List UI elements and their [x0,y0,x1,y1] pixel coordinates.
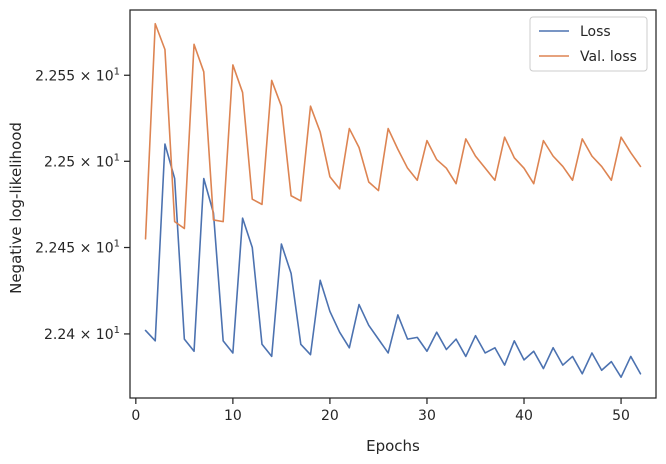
x-tick-label: 40 [515,408,533,424]
x-tick-label: 30 [418,408,436,424]
legend: Loss Val. loss [529,16,648,72]
x-tick-label: 20 [321,408,339,424]
x-tick-label: 10 [224,408,242,424]
y-axis-label: Negative log-likelihood [7,122,25,294]
x-axis-label: Epochs [366,437,420,455]
plot-frame [129,9,657,399]
y-tick-label: 2.25 × 101 [44,152,120,170]
x-tick-label: 0 [131,408,140,424]
series-line-loss [144,143,642,379]
series-line-val-loss [144,22,642,240]
chart-marks [144,22,642,379]
x-axis-ticks: 0 10 20 30 40 50 [131,398,630,424]
y-axis-ticks: 2.24 × 101 2.245 × 101 2.25 × 101 2.255 × 1… [35,66,130,343]
legend-label-loss: Loss [580,24,611,40]
legend-label-val-loss: Val. loss [580,49,637,65]
y-tick-label: 2.245 × 101 [35,239,120,257]
y-tick-label: 2.255 × 101 [35,66,120,84]
y-tick-label: 2.24 × 101 [44,325,120,343]
x-tick-label: 50 [612,408,630,424]
